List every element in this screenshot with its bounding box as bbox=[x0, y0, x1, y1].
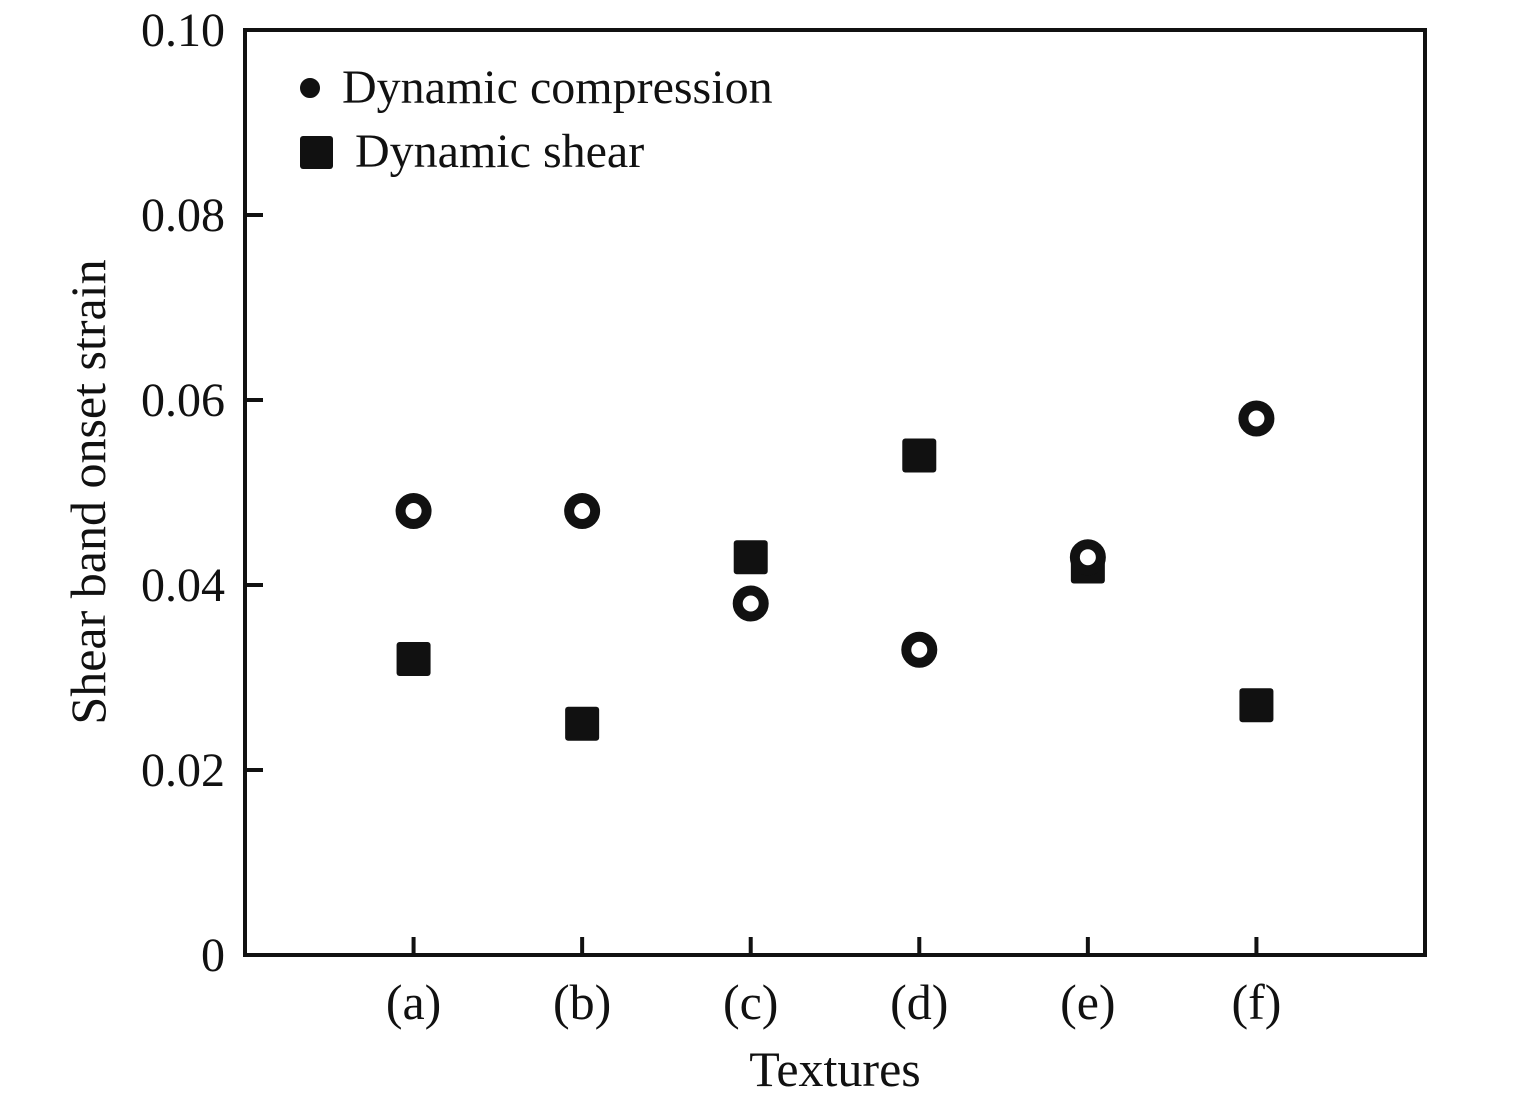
data-point-filled-square bbox=[565, 706, 600, 741]
open-circle-icon bbox=[300, 78, 320, 98]
legend-label: Dynamic shear bbox=[355, 125, 645, 178]
y-tick-label: 0.06 bbox=[141, 374, 225, 427]
data-point-open-circle bbox=[1238, 400, 1275, 437]
y-tick-label: 0.04 bbox=[141, 559, 225, 612]
data-point-open-circle bbox=[732, 585, 769, 622]
y-tick-label: 0.02 bbox=[141, 744, 225, 797]
x-tick-label: (e) bbox=[1060, 974, 1116, 1030]
data-point-filled-square bbox=[902, 438, 937, 473]
filled-square-icon bbox=[300, 135, 333, 169]
y-tick-label: 0.08 bbox=[141, 189, 225, 242]
data-point-open-circle bbox=[564, 493, 601, 529]
x-tick-label: (f) bbox=[1231, 974, 1281, 1030]
plot-frame bbox=[243, 28, 1427, 957]
data-point-filled-square bbox=[733, 540, 768, 575]
x-axis-label: Textures bbox=[749, 1041, 921, 1097]
legend: Dynamic compression Dynamic shear bbox=[300, 64, 773, 176]
x-tick-label: (d) bbox=[890, 974, 948, 1030]
data-point-filled-square bbox=[396, 642, 431, 676]
data-point-open-circle bbox=[1069, 539, 1106, 576]
y-tick-label: 0 bbox=[201, 929, 225, 982]
legend-item-dynamic-shear: Dynamic shear bbox=[300, 128, 773, 176]
legend-label: Dynamic compression bbox=[342, 61, 773, 114]
x-tick-label: (c) bbox=[723, 974, 779, 1030]
legend-item-dynamic-compression: Dynamic compression bbox=[300, 64, 773, 112]
x-tick-label: (b) bbox=[553, 974, 611, 1030]
data-point-open-circle bbox=[901, 631, 938, 668]
data-point-open-circle bbox=[395, 493, 432, 529]
y-tick-label: 0.10 bbox=[141, 4, 225, 57]
x-tick-label: (a) bbox=[386, 974, 442, 1030]
y-axis-label: Shear band onset strain bbox=[60, 259, 116, 725]
data-point-filled-square bbox=[1239, 688, 1274, 723]
